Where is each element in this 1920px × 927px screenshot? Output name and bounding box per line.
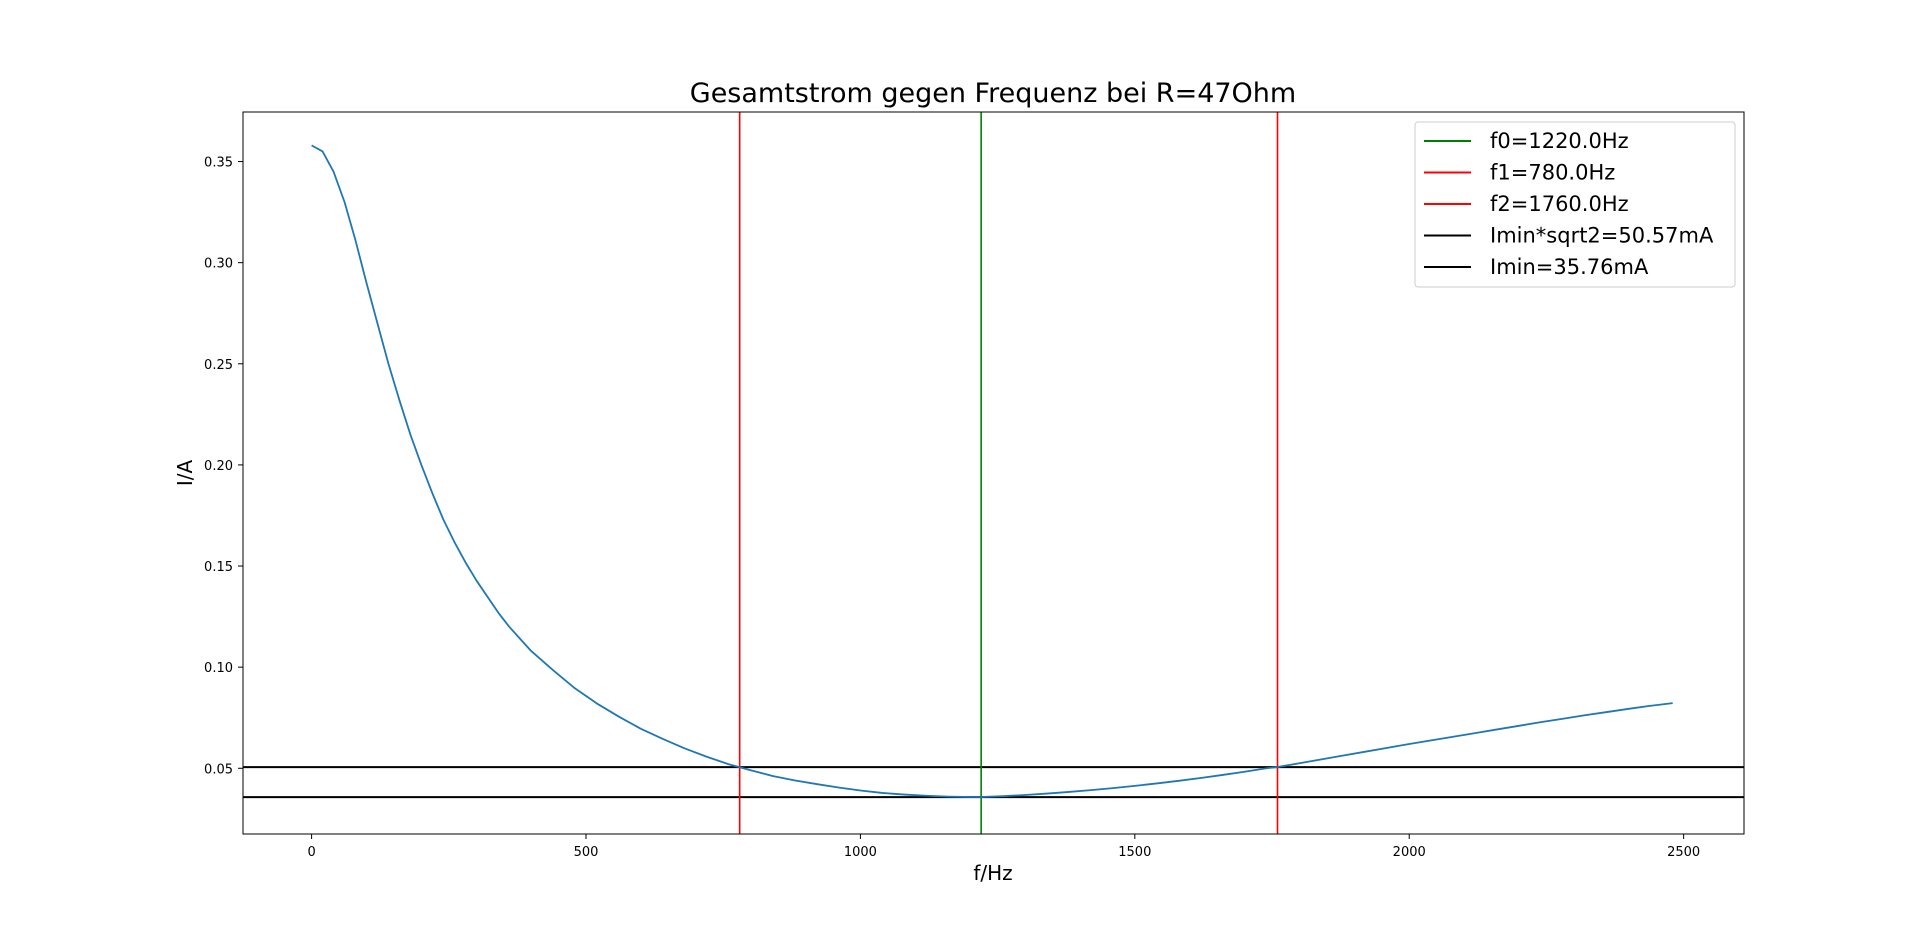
x-tick-label: 0 (307, 845, 315, 860)
x-tick-label: 1500 (1118, 845, 1151, 860)
legend-label: f0=1220.0Hz (1490, 129, 1629, 153)
y-tick-label: 0.30 (204, 257, 233, 272)
legend-box (1414, 121, 1736, 288)
y-tick-label: 0.05 (204, 762, 233, 777)
x-tick-label: 2000 (1393, 845, 1426, 860)
plot-area (242, 111, 1745, 835)
series-line-0 (311, 144, 1673, 798)
axes-frame (242, 111, 1745, 835)
x-axis-label: f/Hz (973, 861, 1012, 885)
y-tick-label: 0.15 (204, 560, 233, 575)
legend-label: f1=780.0Hz (1490, 161, 1615, 185)
legend: f0=1220.0Hz f1=780.0Hz f2=1760.0Hz Imin*sqr… (1414, 121, 1736, 288)
y-tick-label: 0.35 (204, 156, 233, 171)
x-tick-label: 1000 (844, 845, 877, 860)
series-layer (311, 144, 1673, 798)
x-tick-label: 2500 (1667, 845, 1700, 860)
y-tick-label: 0.25 (204, 358, 233, 373)
y-axis-label: I/A (173, 460, 197, 487)
y-axis: 0.05 0.10 0.15 0.20 0.25 0.30 0.35 (204, 156, 243, 777)
x-tick-label: 500 (574, 845, 599, 860)
y-tick-label: 0.10 (204, 661, 233, 676)
legend-label: f2=1760.0Hz (1490, 192, 1629, 216)
legend-label: Imin*sqrt2=50.57mA (1490, 224, 1714, 248)
reference-lines (243, 112, 1744, 834)
legend-label: Imin=35.76mA (1490, 255, 1649, 279)
y-tick-label: 0.20 (204, 459, 233, 474)
chart-title: Gesamtstrom gegen Frequenz bei R=47Ohm (690, 78, 1296, 109)
x-axis: 0 500 1000 1500 2000 2500 (307, 834, 1700, 860)
